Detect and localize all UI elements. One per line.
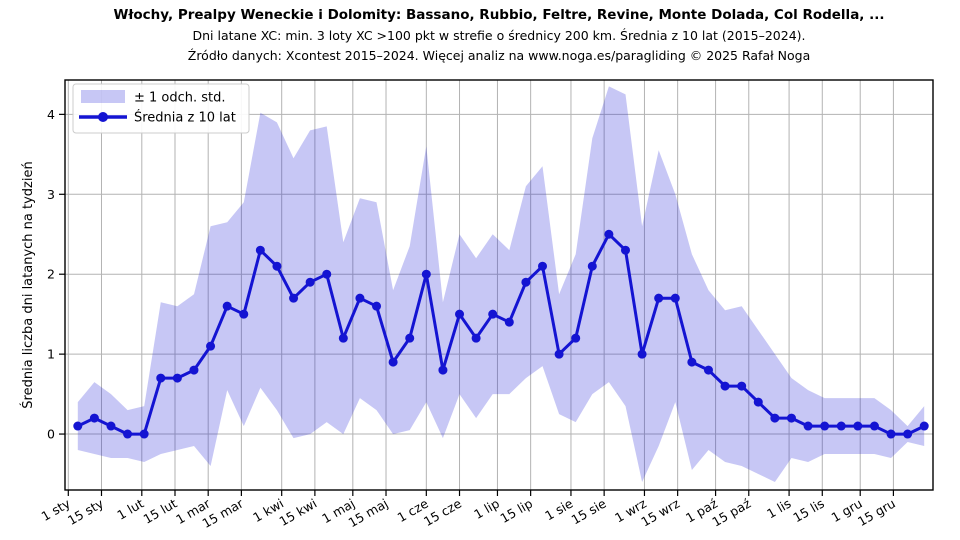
data-point-marker xyxy=(637,349,647,359)
chart-title: Włochy, Prealpy Weneckie i Dolomity: Bas… xyxy=(113,7,884,23)
mean-line xyxy=(77,232,925,436)
y-tick-label: 1 xyxy=(47,347,55,362)
data-point-marker xyxy=(322,269,332,279)
grid-lines xyxy=(65,80,933,490)
x-tick-label: 15 lip xyxy=(498,496,536,526)
data-point-marker xyxy=(405,333,415,343)
mean-line-markers xyxy=(73,229,929,439)
data-point-marker xyxy=(455,309,465,319)
axes-frame xyxy=(64,79,934,491)
data-point-marker xyxy=(571,333,581,343)
x-tick-label: 15 wrz xyxy=(638,495,682,529)
y-axis-ticks: 0 1 2 3 4 xyxy=(47,107,65,442)
legend-band-swatch xyxy=(81,90,125,103)
data-point-marker xyxy=(372,301,382,311)
x-tick-label: 15 paź xyxy=(709,495,753,529)
data-point-marker xyxy=(604,229,614,239)
data-point-marker xyxy=(919,421,929,431)
data-point-marker xyxy=(89,413,99,423)
data-point-marker xyxy=(720,381,730,391)
x-tick-label: 15 cze xyxy=(421,495,464,529)
data-point-marker xyxy=(189,365,199,375)
data-point-marker xyxy=(73,421,83,431)
data-point-marker xyxy=(289,293,299,303)
std-band xyxy=(77,86,925,483)
std-band-area xyxy=(77,86,925,483)
data-point-marker xyxy=(670,293,680,303)
x-tick-label: 15 gru xyxy=(855,496,898,529)
data-point-marker xyxy=(123,429,133,439)
data-point-marker xyxy=(737,381,747,391)
data-point-marker xyxy=(886,429,896,439)
x-tick-label: 15 sie xyxy=(569,495,609,527)
x-tick-label: 15 kwi xyxy=(277,496,320,529)
data-point-marker xyxy=(156,373,166,383)
data-point-marker xyxy=(239,309,249,319)
data-point-marker xyxy=(471,333,481,343)
data-point-marker xyxy=(504,317,514,327)
chart-source-note: Źródło danych: Xcontest 2015–2024. Więce… xyxy=(188,48,811,63)
x-tick-label: 1 lip xyxy=(471,496,502,522)
data-point-marker xyxy=(488,309,498,319)
data-point-marker xyxy=(222,301,232,311)
data-point-marker xyxy=(521,277,531,287)
data-point-marker xyxy=(355,293,365,303)
legend-band-label: ± 1 odch. std. xyxy=(134,91,226,106)
data-point-marker xyxy=(903,429,913,439)
data-point-marker xyxy=(305,277,315,287)
data-point-marker xyxy=(803,421,813,431)
y-tick-label: 3 xyxy=(47,187,55,202)
data-point-marker xyxy=(853,421,863,431)
data-point-marker xyxy=(388,357,398,367)
data-point-marker xyxy=(820,421,830,431)
data-point-marker xyxy=(770,413,780,423)
legend-line-marker xyxy=(98,112,108,122)
y-tick-label: 0 xyxy=(47,427,55,442)
y-tick-label: 4 xyxy=(47,107,55,122)
x-tick-label: 15 lut xyxy=(141,496,180,527)
data-point-marker xyxy=(703,365,713,375)
data-point-marker xyxy=(272,261,282,271)
data-point-marker xyxy=(654,293,664,303)
data-point-marker xyxy=(786,413,796,423)
data-point-marker xyxy=(869,421,879,431)
data-point-marker xyxy=(753,397,763,407)
data-point-marker xyxy=(206,341,216,351)
mean-line-path xyxy=(77,232,925,436)
data-point-marker xyxy=(139,429,149,439)
data-point-marker xyxy=(172,373,182,383)
x-tick-label: 15 sty xyxy=(65,495,107,528)
data-point-marker xyxy=(421,269,431,279)
data-point-marker xyxy=(338,333,348,343)
y-axis-label: Średnia liczba dni latanych na tydzień xyxy=(20,161,36,408)
x-tick-label: 1 lut xyxy=(114,496,146,523)
y-tick-label: 2 xyxy=(47,267,55,282)
data-point-marker xyxy=(255,245,265,255)
data-point-marker xyxy=(620,245,630,255)
chart-subtitle: Dni latane XC: min. 3 loty XC >100 pkt w… xyxy=(192,28,805,43)
legend: ± 1 odch. std. Średnia z 10 lat xyxy=(72,83,250,134)
data-point-marker xyxy=(687,357,697,367)
plot-border xyxy=(64,79,934,491)
legend-box xyxy=(72,83,250,134)
legend-line-label: Średnia z 10 lat xyxy=(134,110,236,126)
data-point-marker xyxy=(836,421,846,431)
data-point-marker xyxy=(106,421,116,431)
data-point-marker xyxy=(587,261,597,271)
x-tick-label: 15 lis xyxy=(790,496,826,526)
data-point-marker xyxy=(438,365,448,375)
data-point-marker xyxy=(538,261,547,271)
data-point-marker xyxy=(554,349,564,359)
x-tick-label: 1 lis xyxy=(764,496,793,522)
